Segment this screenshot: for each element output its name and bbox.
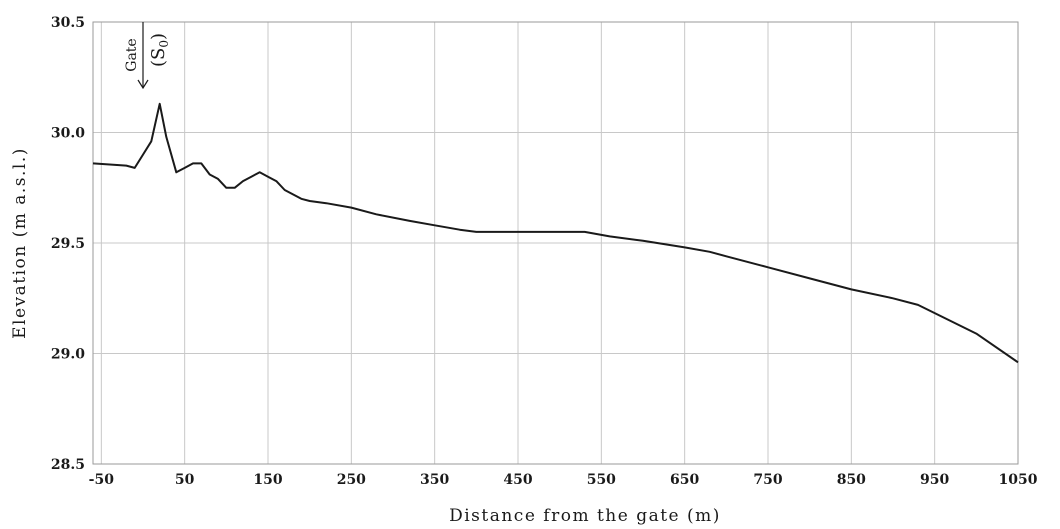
x-tick-label: 550 <box>587 472 616 488</box>
y-tick-label: 29.5 <box>51 236 85 252</box>
gate-arrow-head <box>137 79 149 90</box>
y-axis-title: Elevation (m a.s.l.) <box>10 147 30 339</box>
x-tick-label: 650 <box>670 472 699 488</box>
x-tick-label: 350 <box>420 472 449 488</box>
x-tick-labels: -50 50 150 250 350 450 550 650 750 850 950 1050 <box>89 472 1038 488</box>
x-tick-label: 150 <box>253 472 282 488</box>
plot-frame <box>92 21 1019 465</box>
s0-label: (S0) <box>148 33 171 67</box>
s0-label-subscript: 0 <box>157 40 171 48</box>
series-layer <box>92 102 1019 364</box>
x-axis-title: Distance from the gate (m) <box>449 506 721 526</box>
grid <box>92 21 1019 465</box>
x-tick-label: 850 <box>837 472 866 488</box>
x-tick-label: 250 <box>337 472 366 488</box>
y-tick-label: 29.0 <box>51 347 85 363</box>
y-tick-label: 28.5 <box>51 457 85 473</box>
elevation-line <box>92 102 1019 364</box>
x-tick-label: 750 <box>753 472 782 488</box>
y-tick-labels: 28.5 29.0 29.5 30.0 30.5 <box>51 15 85 473</box>
x-tick-label: -50 <box>89 472 115 488</box>
s0-label-main: (S <box>148 48 169 67</box>
y-tick-label: 30.5 <box>51 15 85 31</box>
gate-marker: Gate <box>124 22 149 90</box>
x-tick-label: 1050 <box>999 472 1038 488</box>
x-tick-label: 950 <box>920 472 949 488</box>
y-tick-label: 30.0 <box>51 126 85 142</box>
annotations: Gate (S0) <box>124 22 171 90</box>
gate-label: Gate <box>124 38 140 71</box>
x-tick-label: 450 <box>503 472 532 488</box>
s0-label-suffix: ) <box>148 33 169 40</box>
x-tick-label: 50 <box>175 472 195 488</box>
